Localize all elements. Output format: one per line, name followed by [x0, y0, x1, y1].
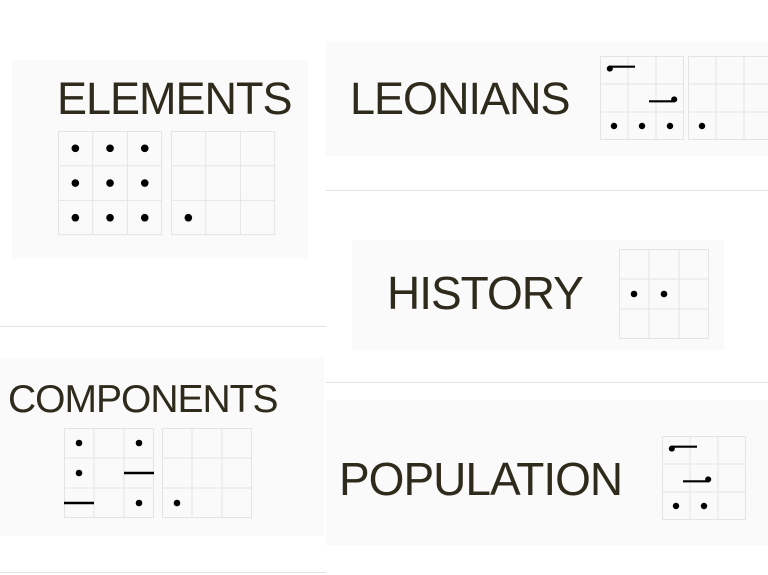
divider — [326, 382, 768, 383]
dot-mark — [71, 144, 80, 153]
cipher-grid — [162, 428, 252, 518]
cipher-grid-svg — [688, 56, 768, 140]
cipher-grid — [619, 249, 709, 339]
card-word-elements: ELEMENTS — [57, 73, 293, 124]
dot-mark — [173, 499, 181, 507]
dot-mark — [71, 213, 80, 222]
elements-panel — [12, 60, 308, 258]
divider — [0, 326, 326, 327]
dot-mark — [106, 179, 114, 187]
leonians-panel — [326, 42, 768, 156]
dot-mark — [660, 290, 668, 298]
dot-mark — [71, 179, 80, 187]
cipher-grid-svg — [662, 436, 746, 520]
cipher-grid — [58, 131, 163, 236]
card-word-components: COMPONENTS — [8, 378, 279, 421]
card-word-population: POPULATION — [339, 453, 623, 505]
divider — [0, 572, 326, 573]
dot-mark — [610, 122, 618, 130]
dot-mark — [75, 439, 83, 447]
cipher-grid-svg — [58, 131, 163, 236]
hook-mark — [683, 476, 712, 483]
cipher-grid-svg — [600, 56, 684, 140]
dot-mark — [140, 179, 149, 187]
hook-mark — [649, 96, 678, 103]
card-word-history: HISTORY — [387, 267, 584, 319]
cipher-grid — [662, 436, 746, 520]
dot-mark — [666, 122, 674, 130]
dot-mark — [140, 144, 149, 153]
dot-mark — [106, 213, 114, 222]
dot-mark — [135, 499, 143, 507]
cipher-grid-svg — [64, 428, 154, 518]
cipher-grid — [600, 56, 684, 140]
hook-mark — [606, 65, 635, 72]
dot-mark — [638, 122, 646, 130]
dot-mark — [135, 439, 143, 447]
dot-mark — [106, 144, 114, 153]
hook-mark — [668, 445, 697, 452]
dot-mark — [672, 502, 680, 510]
dot-mark — [698, 122, 706, 130]
dot-mark — [700, 502, 708, 510]
cipher-grid — [688, 56, 768, 140]
divider — [326, 190, 768, 191]
card-word-leonians: LEONIANS — [350, 73, 571, 124]
dot-mark — [75, 469, 83, 477]
dot-mark — [630, 290, 638, 298]
cipher-grid — [171, 131, 276, 236]
cipher-grid — [64, 428, 154, 518]
dot-mark — [140, 213, 149, 222]
cipher-grid-svg — [619, 249, 709, 339]
population-panel — [326, 400, 768, 545]
cipher-grid-svg — [162, 428, 252, 518]
dot-mark — [184, 213, 193, 222]
cipher-grid-svg — [171, 131, 276, 236]
